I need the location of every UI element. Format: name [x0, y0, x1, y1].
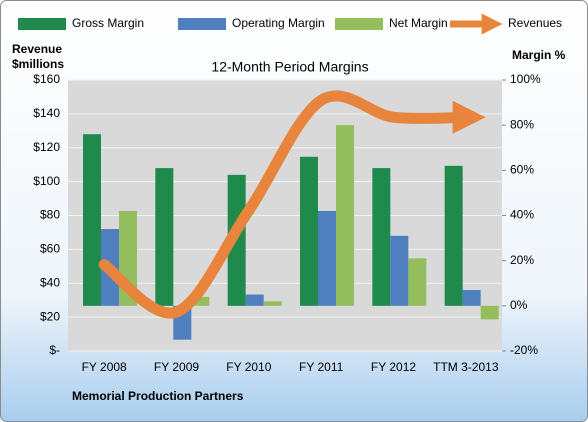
legend-label: Revenues [508, 16, 562, 30]
x-tick-label: FY 2011 [299, 360, 344, 374]
y-tick-label: $- [49, 343, 60, 357]
x-tick-label: FY 2012 [371, 360, 416, 374]
y-tick-label: $20 [40, 309, 60, 323]
y2-tick-label: 80% [510, 117, 534, 131]
y2-tick-label: 20% [510, 253, 534, 267]
y-tick-label: $80 [40, 208, 60, 222]
bar [245, 294, 264, 306]
bar [480, 305, 499, 320]
bar [408, 258, 427, 306]
y-tick-label: $60 [40, 242, 60, 256]
legend-swatch [178, 18, 226, 30]
y-tick-label: $100 [33, 174, 60, 188]
x-tick-label: FY 2010 [226, 360, 271, 374]
revenue-line [98, 90, 486, 319]
y2-tick-label: 40% [510, 208, 534, 222]
bar [372, 168, 391, 306]
y2-tick-label: -20% [510, 343, 538, 357]
y2-axis-label: Margin % [512, 48, 566, 62]
x-tick-label: TTM 3-2013 [433, 360, 499, 374]
x-tick-label: FY 2009 [154, 360, 199, 374]
y-tick-label: $40 [40, 275, 60, 289]
bar [300, 156, 318, 306]
legend-label: Net Margin [389, 16, 448, 30]
bar [263, 301, 282, 306]
y2-tick-label: 100% [510, 72, 541, 86]
y-axis-label: $millions [12, 57, 64, 71]
bar [191, 296, 210, 306]
bar [390, 235, 409, 306]
bar [462, 290, 481, 306]
bar [444, 165, 463, 306]
bar [155, 168, 174, 306]
y2-tick-label: 60% [510, 163, 534, 177]
footer: Memorial Production Partners [72, 389, 244, 403]
legend-swatch [18, 18, 66, 30]
y-tick-label: $120 [33, 140, 60, 154]
legend-swatch [335, 18, 383, 30]
bar [336, 125, 354, 306]
bar [318, 210, 336, 306]
legend-label: Operating Margin [232, 16, 325, 30]
x-tick-label: FY 2008 [82, 360, 127, 374]
chart-title: 12-Month Period Margins [211, 59, 368, 75]
legend-label: Gross Margin [72, 16, 144, 30]
y-tick-label: $160 [33, 72, 60, 86]
bar [83, 134, 101, 306]
y-axis-label: Revenue [12, 42, 62, 56]
y-tick-label: $140 [33, 106, 60, 120]
y2-tick-label: 0% [510, 298, 528, 312]
